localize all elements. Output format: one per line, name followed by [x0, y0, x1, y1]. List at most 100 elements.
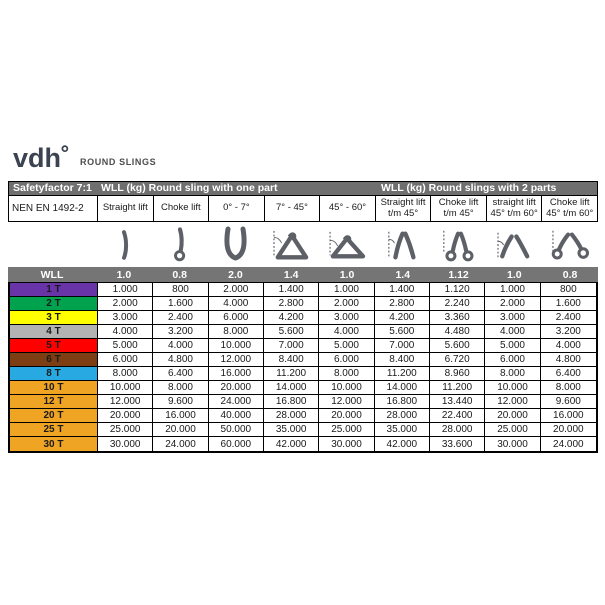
value-cell: 24.000: [208, 395, 264, 409]
value-cell: 2.000: [208, 283, 264, 297]
wll-row-label-20t: 20 T: [10, 409, 98, 423]
wll-row-label-6t: 6 T: [10, 353, 98, 367]
wll-row-label-10t: 10 T: [10, 381, 98, 395]
column-header-8: straight lift 45° t/m 60°: [485, 196, 542, 221]
two-leg-choke-60-icon: [542, 222, 598, 267]
value-cell: 2.800: [263, 297, 320, 311]
value-cell: 5.600: [263, 325, 320, 339]
value-cell: 1.400: [374, 283, 430, 297]
column-header-6: Straight lift t/m 45°: [374, 196, 431, 221]
column-header-1: Straight lift: [97, 196, 153, 221]
value-cell: 16.800: [263, 395, 320, 409]
column-header-7: Choke lift t/m 45°: [430, 196, 486, 221]
column-header-5: 45° - 60°: [319, 196, 375, 221]
two-parts-title: WLL (kg) Round slings with 2 parts: [381, 182, 557, 194]
icons-row-spacer: [8, 222, 96, 267]
value-cell: 50.000: [208, 423, 264, 437]
value-cell: 2.000: [319, 297, 375, 311]
wll-header-cell: WLL: [40, 268, 64, 281]
vdh-logo: vdh˚ ROUND SLINGS: [13, 143, 156, 177]
value-cell: 6.000: [98, 353, 154, 367]
one-part-title: WLL (kg) Round sling with one part: [101, 182, 278, 194]
value-cell: 20.000: [319, 409, 375, 423]
value-cell: 3.360: [429, 311, 486, 325]
value-cell: 1.000: [98, 283, 154, 297]
value-cell: 3.000: [485, 311, 541, 325]
value-cell: 42.000: [374, 437, 430, 451]
value-cell: 2.000: [485, 297, 541, 311]
value-cell: 1.600: [153, 297, 209, 311]
value-cell: 2.400: [540, 311, 596, 325]
value-cell: 4.000: [540, 339, 596, 353]
value-cell: 12.000: [485, 395, 541, 409]
load-factor-row: WLL 1.0 0.8 2.0 1.4 1.0 1.4 1.12 1.0 0.8: [8, 267, 598, 282]
value-cell: 22.400: [429, 409, 486, 423]
wll-row-label-3t: 3 T: [10, 311, 98, 325]
round-sling-table: Safetyfactor 7:1 WLL (kg) Round sling wi…: [8, 181, 598, 453]
column-header-9: Choke lift 45° t/m 60°: [541, 196, 597, 221]
value-cell: 4.200: [263, 311, 320, 325]
value-cell: 16.000: [540, 409, 596, 423]
value-cell: 35.000: [374, 423, 430, 437]
wll-row-label-4t: 4 T: [10, 325, 98, 339]
value-cell: 4.000: [319, 325, 375, 339]
factor-cell-9: 0.8: [562, 268, 578, 281]
value-cell: 1.600: [540, 297, 596, 311]
value-cell: 24.000: [540, 437, 596, 451]
wll-row-label-12t: 12 T: [10, 395, 98, 409]
value-cell: 5.000: [485, 339, 541, 353]
value-cell: 10.000: [319, 381, 375, 395]
value-cell: 6.400: [153, 367, 209, 381]
value-cell: 14.000: [374, 381, 430, 395]
value-cell: 4.000: [485, 325, 541, 339]
value-cell: 5.600: [429, 339, 486, 353]
value-cell: 30.000: [485, 437, 541, 451]
value-cell: 3.000: [98, 311, 154, 325]
value-cell: 8.000: [208, 325, 264, 339]
value-cell: 800: [540, 283, 596, 297]
wll-row-label-8t: 8 T: [10, 367, 98, 381]
wll-row-label-1t: 1 T: [10, 283, 98, 297]
value-cell: 25.000: [319, 423, 375, 437]
value-cell: 2.800: [374, 297, 430, 311]
value-cell: 40.000: [208, 409, 264, 423]
basket-vertical-icon: [208, 222, 264, 267]
wll-data-rows: 1 T 1.000 800 2.000 1.400 1.000 1.400 1.120 1.00…: [8, 282, 598, 453]
value-cell: 2.400: [153, 311, 209, 325]
value-cell: 35.000: [263, 423, 320, 437]
value-cell: 1.120: [429, 283, 486, 297]
value-cell: 1.000: [485, 283, 541, 297]
basket-angle-60-icon: [319, 222, 375, 267]
logo-subtitle: ROUND SLINGS: [80, 157, 157, 167]
value-cell: 8.400: [374, 353, 430, 367]
factor-cell-7: 1.12: [448, 268, 469, 281]
wll-row-label-5t: 5 T: [10, 339, 98, 353]
column-header-4: 7° - 45°: [263, 196, 320, 221]
value-cell: 8.000: [540, 381, 596, 395]
value-cell: 28.000: [374, 409, 430, 423]
value-cell: 33.600: [429, 437, 486, 451]
factor-cell-2: 0.8: [172, 268, 187, 281]
value-cell: 11.200: [429, 381, 486, 395]
value-cell: 5.000: [319, 339, 375, 353]
value-cell: 4.000: [153, 339, 209, 353]
value-cell: 60.000: [208, 437, 264, 451]
two-leg-straight-60-icon: [486, 222, 542, 267]
value-cell: 11.200: [263, 367, 320, 381]
brand-wordmark: vdh: [13, 143, 62, 173]
choke-sling-icon: [152, 222, 208, 267]
value-cell: 5.600: [374, 325, 430, 339]
column-header-2: Choke lift: [152, 196, 209, 221]
value-cell: 25.000: [485, 423, 541, 437]
sling-icons-row: [8, 222, 598, 267]
value-cell: 8.000: [153, 381, 209, 395]
factor-cell-1: 1.0: [116, 268, 132, 281]
value-cell: 10.000: [485, 381, 541, 395]
value-cell: 8.400: [263, 353, 320, 367]
value-cell: 6.720: [429, 353, 486, 367]
value-cell: 20.000: [153, 423, 209, 437]
value-cell: 7.000: [374, 339, 430, 353]
factor-cell-4: 1.4: [283, 268, 299, 281]
value-cell: 12.000: [98, 395, 154, 409]
